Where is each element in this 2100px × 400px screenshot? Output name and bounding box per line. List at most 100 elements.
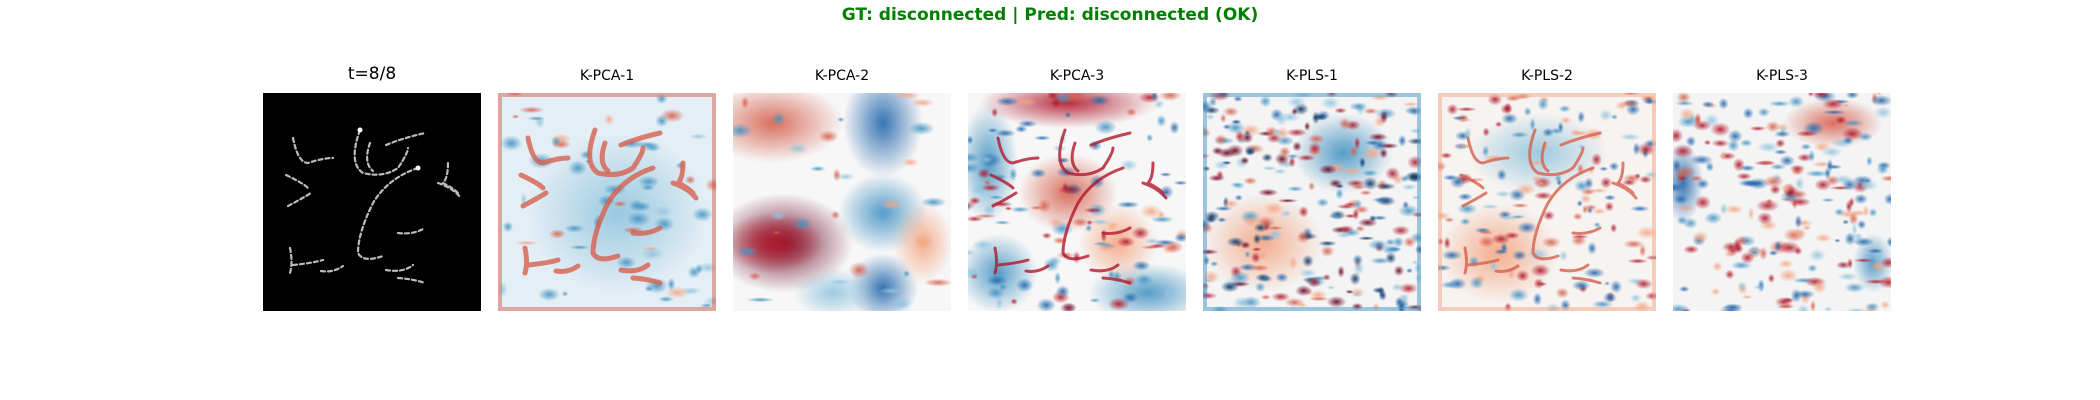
heatmap-cell bbox=[644, 285, 654, 293]
heatmap-cell bbox=[1530, 263, 1551, 278]
heatmap-cell bbox=[1749, 125, 1767, 132]
heatmap-cell bbox=[1226, 236, 1245, 247]
heatmap-cell bbox=[1404, 171, 1421, 182]
heatmap-cell bbox=[1678, 285, 1690, 293]
heatmap-cell bbox=[1768, 100, 1791, 107]
heatmap-cell bbox=[1608, 161, 1620, 171]
heatmap-cell bbox=[1107, 297, 1130, 311]
heatmap-cell bbox=[1820, 146, 1843, 158]
heatmap-cell bbox=[562, 290, 569, 297]
heatmap-cell bbox=[1515, 183, 1536, 196]
heatmap-cell bbox=[1469, 276, 1485, 290]
dashed-path bbox=[286, 191, 313, 208]
heatmap-cell bbox=[745, 297, 775, 303]
ridge-path bbox=[1559, 131, 1602, 147]
heatmap-cell bbox=[1371, 215, 1388, 221]
heatmap-cell bbox=[1328, 213, 1345, 219]
heatmap-cell bbox=[1275, 112, 1288, 126]
ridge-path bbox=[522, 245, 561, 276]
heatmap-cell bbox=[698, 262, 716, 274]
heatmap-cell bbox=[1755, 199, 1780, 212]
heatmap-cell bbox=[1704, 211, 1723, 225]
heatmap-cell bbox=[500, 135, 523, 152]
heatmap-cell bbox=[1392, 236, 1405, 248]
heatmap-cell bbox=[1481, 204, 1500, 210]
heatmap-cell bbox=[665, 286, 690, 299]
heatmap-cell bbox=[1705, 162, 1715, 172]
heatmap-cell bbox=[1214, 133, 1228, 146]
heatmap-cell bbox=[1724, 269, 1735, 280]
ridge-path bbox=[989, 173, 1015, 190]
heatmap-cell bbox=[1151, 93, 1158, 102]
heatmap-cell bbox=[1234, 194, 1243, 201]
heatmap-cell bbox=[1673, 128, 1684, 143]
heatmap-cell bbox=[1240, 156, 1250, 165]
heatmap-cell bbox=[1106, 221, 1119, 231]
heatmap-cell bbox=[848, 261, 870, 279]
heatmap-cell bbox=[1298, 205, 1309, 218]
heatmap-cell bbox=[913, 232, 932, 250]
heatmap-cell bbox=[994, 129, 1016, 138]
heatmap-cell bbox=[1636, 142, 1656, 157]
heatmap-cell bbox=[1842, 119, 1864, 127]
heatmap-cell bbox=[1577, 110, 1586, 124]
heatmap-cell bbox=[1369, 257, 1391, 265]
heatmap-cell bbox=[1739, 139, 1753, 147]
heatmap-cell bbox=[1842, 219, 1850, 225]
ridge-path bbox=[1611, 161, 1638, 200]
ridge-path bbox=[1024, 264, 1050, 273]
heatmap-cell bbox=[548, 229, 567, 239]
heatmap-cell bbox=[1348, 102, 1368, 111]
heatmap-cell bbox=[514, 240, 539, 246]
heatmap-cell bbox=[1592, 208, 1607, 215]
heatmap-cell bbox=[1379, 142, 1399, 149]
heatmap-cell bbox=[1794, 176, 1805, 191]
heatmap-cell bbox=[1411, 260, 1419, 265]
heatmap-cell bbox=[1673, 303, 1691, 311]
heatmap-cell bbox=[986, 275, 1008, 286]
heatmap-cell bbox=[1015, 278, 1034, 293]
heatmap-cell bbox=[1343, 202, 1357, 207]
heatmap-cell bbox=[1222, 106, 1239, 117]
heatmap-cell bbox=[1036, 298, 1056, 311]
heatmap-cell bbox=[1853, 193, 1868, 205]
heatmap-cell bbox=[1244, 129, 1251, 137]
heatmap-cell bbox=[1291, 107, 1298, 116]
heatmap-cell bbox=[1809, 299, 1817, 311]
heatmap-cell bbox=[1259, 95, 1272, 108]
heatmap-cell bbox=[1795, 130, 1818, 137]
heatmap-cell bbox=[1623, 239, 1645, 249]
ridge-path bbox=[1058, 128, 1115, 177]
heatmap-cell bbox=[1720, 150, 1727, 161]
heatmap-cell bbox=[1825, 175, 1840, 187]
heatmap-cell bbox=[1532, 292, 1543, 306]
heatmap-cell bbox=[1286, 96, 1307, 108]
heatmap-cell bbox=[1288, 256, 1298, 270]
heatmap-cell bbox=[1226, 121, 1246, 135]
heatmap-cell bbox=[1406, 267, 1413, 274]
ridge-path bbox=[520, 190, 549, 209]
heatmap-cell bbox=[1673, 182, 1685, 193]
heatmap-cell bbox=[1057, 185, 1082, 195]
heatmap-cell bbox=[1718, 97, 1729, 110]
heatmap-cell bbox=[1674, 100, 1694, 106]
heatmap-cell bbox=[1116, 201, 1141, 209]
heatmap-cell bbox=[1320, 96, 1341, 110]
heatmap-cell bbox=[1542, 127, 1554, 138]
heatmap-cell bbox=[1781, 297, 1795, 303]
heatmap-cell bbox=[1834, 207, 1845, 217]
heatmap-cell bbox=[1516, 221, 1537, 234]
heatmap-cell bbox=[1401, 101, 1420, 107]
ridge-path bbox=[1571, 226, 1602, 235]
heatmap-cell bbox=[1004, 206, 1013, 211]
heatmap-cell bbox=[1257, 250, 1268, 261]
heatmap-cell bbox=[1364, 140, 1383, 146]
heatmap-cell bbox=[1636, 226, 1656, 240]
heatmap-cell bbox=[1851, 223, 1858, 236]
heatmap-cell bbox=[1696, 178, 1710, 190]
heatmap-cell bbox=[1864, 279, 1888, 285]
heatmap-cell bbox=[887, 300, 911, 309]
heatmap-cell bbox=[923, 278, 951, 287]
heatmap-cell bbox=[1632, 142, 1641, 156]
heatmap-cell bbox=[830, 210, 841, 220]
